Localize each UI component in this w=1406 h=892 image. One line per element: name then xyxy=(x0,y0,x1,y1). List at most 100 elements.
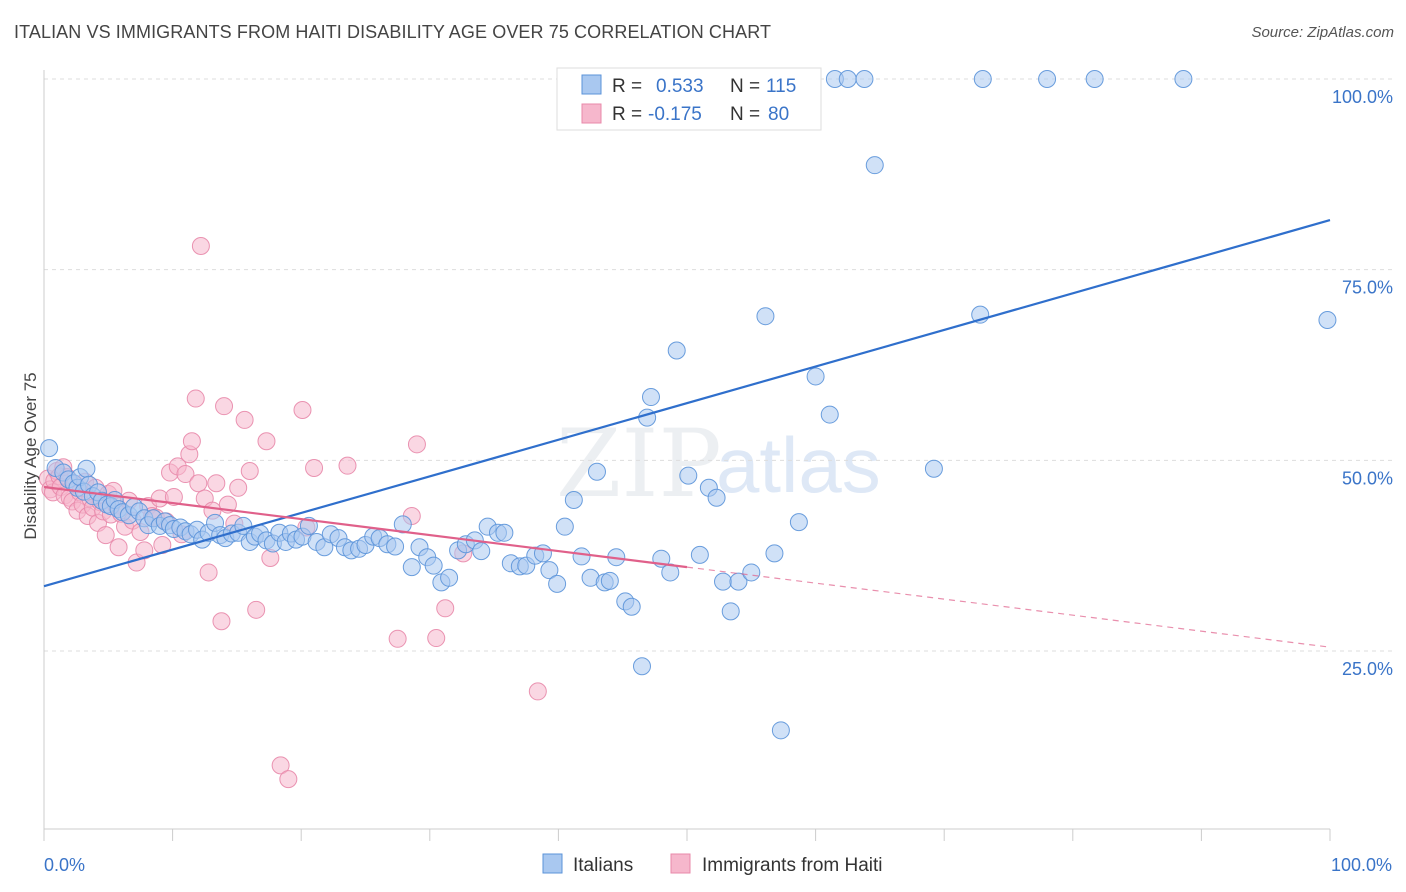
italians-point-67 xyxy=(424,556,443,575)
italians-point-111 xyxy=(789,513,808,532)
italians-point-109 xyxy=(765,544,784,563)
legend: Italians Immigrants from Haiti xyxy=(542,853,883,876)
y-tick-label-50: 50.0% xyxy=(1342,468,1393,488)
italians-point-69 xyxy=(440,568,459,587)
italians-point-83 xyxy=(548,574,567,593)
haiti-point-56 xyxy=(207,474,226,493)
x-tick-label-min: 0.0% xyxy=(44,855,85,875)
haiti-point-50 xyxy=(186,389,205,408)
y-tick-labels: 25.0% 50.0% 75.0% 100.0% xyxy=(1332,87,1393,679)
haiti-point-44 xyxy=(164,487,183,506)
haiti-point-49 xyxy=(182,432,201,451)
italians-point-120 xyxy=(973,70,992,88)
haiti-point-77 xyxy=(436,599,455,618)
italians-point-101 xyxy=(690,545,709,564)
italians-n-value: 115 xyxy=(766,76,796,97)
haiti-point-64 xyxy=(247,600,266,619)
haiti-point-63 xyxy=(240,462,259,481)
italians-point-93 xyxy=(622,597,641,616)
italians-point-62 xyxy=(386,537,405,556)
haiti-r-value: -0.175 xyxy=(648,104,702,125)
italians-point-112 xyxy=(806,367,825,386)
haiti-point-61 xyxy=(229,478,248,497)
trend-lines xyxy=(43,219,1331,648)
italians-point-64 xyxy=(402,558,421,577)
italians-n-label: N = xyxy=(730,76,760,97)
y-tick-label-25: 25.0% xyxy=(1342,659,1393,679)
italians-point-90 xyxy=(600,571,619,590)
chart-title: ITALIAN VS IMMIGRANTS FROM HAITI DISABIL… xyxy=(14,22,772,42)
haiti-trend-line xyxy=(43,485,688,569)
italians-point-0 xyxy=(40,439,59,458)
haiti-point-72 xyxy=(338,456,357,475)
haiti-point-67 xyxy=(271,756,290,775)
italians-point-82 xyxy=(540,561,559,580)
haiti-point-76 xyxy=(427,629,446,648)
haiti-stats-swatch xyxy=(581,103,602,124)
haiti-n-value: 80 xyxy=(768,104,789,125)
haiti-point-54 xyxy=(199,563,218,582)
italians-point-115 xyxy=(838,70,857,88)
italians-point-116 xyxy=(855,70,874,88)
italians-point-94 xyxy=(632,657,651,676)
y-tick-label-100: 100.0% xyxy=(1332,87,1393,107)
haiti-point-65 xyxy=(257,432,276,451)
y-tick-label-75: 75.0% xyxy=(1342,278,1393,298)
haiti-point-57 xyxy=(212,612,231,631)
italians-trend-line xyxy=(43,219,1331,588)
italians-point-84 xyxy=(555,517,574,536)
italians-point-63 xyxy=(393,515,412,534)
italians-point-123 xyxy=(1174,70,1193,88)
haiti-point-51 xyxy=(189,474,208,493)
haiti-trend-line-extension xyxy=(686,566,1331,648)
italians-point-113 xyxy=(820,405,839,424)
italians-point-50 xyxy=(299,516,318,535)
italians-point-86 xyxy=(572,547,591,566)
haiti-point-68 xyxy=(279,770,298,789)
italians-point-8 xyxy=(77,459,96,478)
italians-point-103 xyxy=(707,488,726,507)
italians-stats-swatch xyxy=(581,74,602,95)
italians-point-124 xyxy=(1318,311,1337,330)
legend-label-italians: Italians xyxy=(573,855,633,876)
haiti-point-24 xyxy=(96,526,115,545)
italians-point-85 xyxy=(564,490,583,509)
italians-point-99 xyxy=(667,341,686,360)
legend-swatch-italians xyxy=(542,853,563,874)
watermark-zip: ZIP xyxy=(556,410,722,519)
legend-label-haiti: Immigrants from Haiti xyxy=(702,855,883,876)
italians-point-110 xyxy=(771,721,790,740)
y-axis-title: Disability Age Over 75 xyxy=(21,372,40,539)
italians-point-122 xyxy=(1085,70,1104,88)
italians-r-value: 0.533 xyxy=(656,76,704,97)
italians-point-108 xyxy=(756,307,775,326)
x-tick-label-max: 100.0% xyxy=(1331,855,1392,875)
source-label: Source: ZipAtlas.com xyxy=(1251,24,1394,41)
gridlines xyxy=(44,78,1392,652)
italians-point-104 xyxy=(714,572,733,591)
legend-swatch-haiti xyxy=(670,853,691,874)
haiti-point-47 xyxy=(176,465,195,484)
italians-point-73 xyxy=(472,542,491,561)
stats-box: R = 0.533 N = 115 R = -0.175 N = 80 xyxy=(556,67,822,131)
italians-point-100 xyxy=(679,466,698,485)
haiti-point-71 xyxy=(305,458,324,477)
haiti-point-52 xyxy=(191,237,210,256)
italians-point-105 xyxy=(721,602,740,621)
italians-point-76 xyxy=(495,523,514,542)
italians-r-label: R = xyxy=(612,76,642,97)
haiti-point-75 xyxy=(407,435,426,454)
italians-point-106 xyxy=(729,572,748,591)
haiti-point-36 xyxy=(135,541,154,560)
x-ticks xyxy=(43,829,1331,841)
haiti-point-62 xyxy=(235,410,254,429)
haiti-point-29 xyxy=(109,538,128,557)
italians-point-88 xyxy=(587,462,606,481)
haiti-point-69 xyxy=(293,400,312,419)
haiti-point-73 xyxy=(388,629,407,648)
haiti-r-label: R = xyxy=(612,104,642,125)
watermark-atlas: atlas xyxy=(716,421,881,509)
haiti-n-label: N = xyxy=(730,104,760,125)
italians-point-117 xyxy=(865,156,884,175)
